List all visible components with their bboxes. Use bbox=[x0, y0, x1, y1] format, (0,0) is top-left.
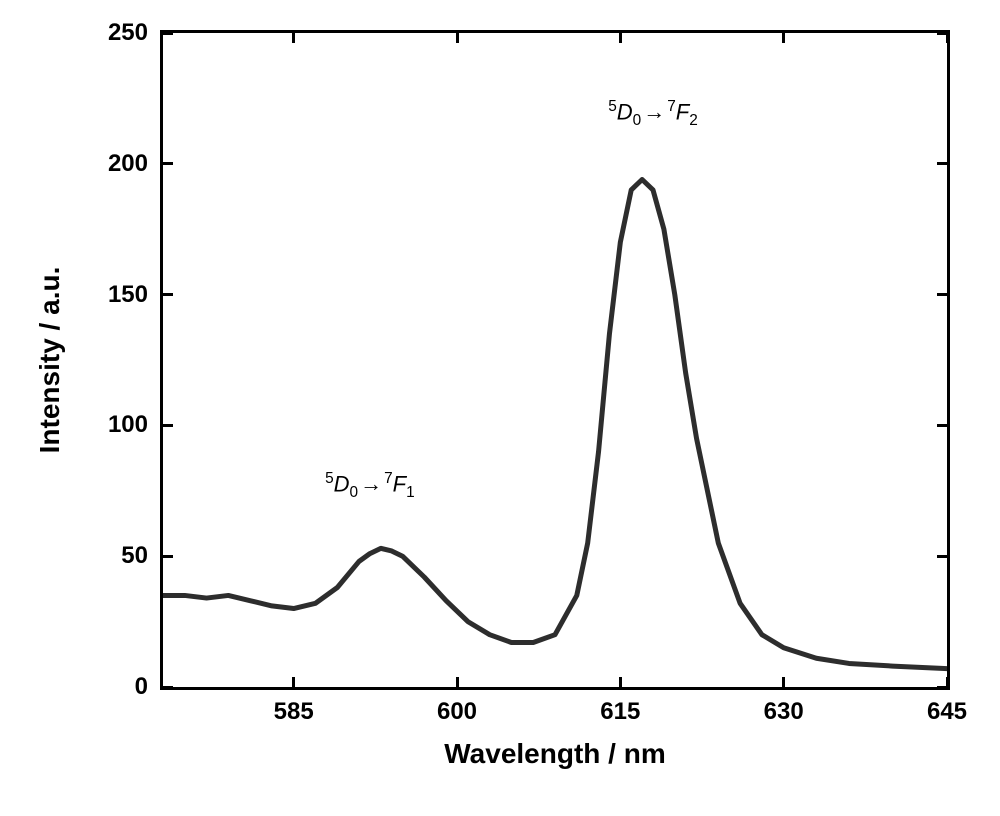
y-tick bbox=[163, 162, 173, 165]
x-tick-label: 585 bbox=[274, 698, 314, 726]
y-tick-right bbox=[937, 32, 947, 35]
x-tick-top bbox=[292, 33, 295, 43]
y-axis-title: Intensity / a.u. bbox=[34, 267, 66, 454]
x-tick-top bbox=[456, 33, 459, 43]
y-tick-label: 250 bbox=[78, 19, 148, 47]
y-tick-label: 200 bbox=[78, 150, 148, 178]
y-tick-label: 100 bbox=[78, 411, 148, 439]
y-tick bbox=[163, 686, 173, 689]
x-tick bbox=[782, 677, 785, 687]
x-tick-label: 630 bbox=[764, 698, 804, 726]
y-tick bbox=[163, 32, 173, 35]
x-tick bbox=[292, 677, 295, 687]
spectrum-figure: Intensity / a.u. Wavelength / nm 585 600 6… bbox=[0, 0, 1000, 816]
x-tick-label: 615 bbox=[600, 698, 640, 726]
x-tick-label: 600 bbox=[437, 698, 477, 726]
y-tick bbox=[163, 424, 173, 427]
y-tick-right bbox=[937, 555, 947, 558]
x-tick bbox=[456, 677, 459, 687]
y-tick-label: 0 bbox=[78, 673, 148, 701]
y-tick-right bbox=[937, 686, 947, 689]
x-tick bbox=[619, 677, 622, 687]
x-tick-top bbox=[782, 33, 785, 43]
x-axis-title: Wavelength / nm bbox=[444, 738, 665, 770]
y-tick bbox=[163, 555, 173, 558]
y-tick-right bbox=[937, 162, 947, 165]
x-tick-top bbox=[619, 33, 622, 43]
x-tick-top bbox=[946, 33, 949, 43]
emission-curve bbox=[163, 180, 947, 669]
x-tick-label: 645 bbox=[927, 698, 967, 726]
y-tick bbox=[163, 293, 173, 296]
plot-area bbox=[160, 30, 950, 690]
transition-annotation-d0f1: 5D0→7F1 bbox=[325, 470, 415, 502]
y-tick-label: 150 bbox=[78, 281, 148, 309]
y-tick-right bbox=[937, 293, 947, 296]
y-tick-label: 50 bbox=[78, 542, 148, 570]
transition-annotation-d0f2: 5D0→7F2 bbox=[608, 98, 698, 130]
spectrum-line-svg bbox=[163, 33, 947, 687]
y-tick-right bbox=[937, 424, 947, 427]
